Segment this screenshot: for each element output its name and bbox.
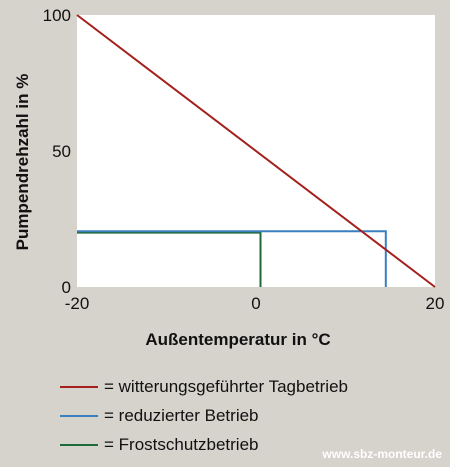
x-axis-label: Außentemperatur in °C (145, 330, 330, 349)
legend-item-reduziert: = reduzierter Betrieb (60, 401, 348, 430)
legend: = witterungsgeführter Tagbetrieb = reduz… (60, 372, 348, 459)
x-tick-label: -20 (65, 294, 90, 313)
series-line-1 (77, 230, 387, 287)
y-tick-label: 100 (43, 6, 71, 25)
legend-item-frostschutz: = Frostschutzbetrieb (60, 430, 348, 459)
legend-prefix: = (104, 434, 119, 454)
series-layer (76, 14, 436, 288)
legend-label-tagbetrieb: witterungsgeführter Tagbetrieb (118, 376, 348, 396)
y-tick-label: 50 (52, 142, 71, 161)
legend-item-tagbetrieb: = witterungsgeführter Tagbetrieb (60, 372, 348, 401)
source-url: www.sbz-monteur.de (322, 447, 442, 461)
legend-prefix: = (104, 376, 119, 396)
legend-swatch-frostschutz (60, 443, 98, 446)
x-tick-label: 20 (426, 294, 445, 313)
x-tick-label: 0 (251, 294, 260, 313)
series-line-0 (76, 14, 436, 288)
legend-swatch-reduziert (60, 414, 98, 417)
series-line-2 (77, 231, 262, 287)
legend-label-frostschutz: Frostschutzbetrieb (118, 434, 259, 454)
legend-prefix: = (104, 405, 119, 425)
legend-swatch-tagbetrieb (60, 385, 98, 388)
y-tick-label: 0 (62, 278, 71, 297)
legend-label-reduziert: reduzierter Betrieb (118, 405, 259, 425)
y-axis-label: Pumpendrehzahl in % (13, 74, 32, 251)
